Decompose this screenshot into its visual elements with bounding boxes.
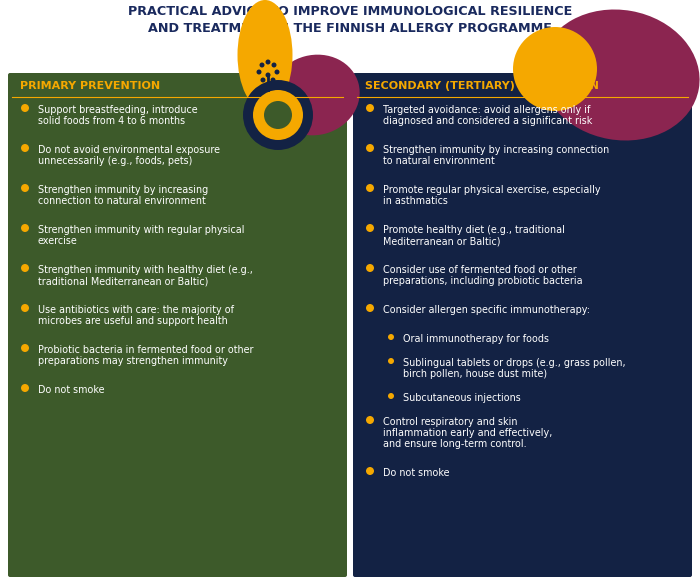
Circle shape: [21, 144, 29, 152]
Circle shape: [264, 101, 292, 129]
Text: Support breastfeeding, introduce: Support breastfeeding, introduce: [38, 105, 197, 115]
Circle shape: [274, 70, 279, 74]
Text: Mediterranean or Baltic): Mediterranean or Baltic): [383, 236, 500, 246]
Circle shape: [366, 467, 374, 475]
Text: Consider allergen specific immunotherapy:: Consider allergen specific immunotherapy…: [383, 305, 590, 315]
Circle shape: [270, 77, 276, 82]
Text: Promote regular physical exercise, especially: Promote regular physical exercise, espec…: [383, 185, 601, 195]
Circle shape: [366, 224, 374, 232]
Circle shape: [366, 304, 374, 312]
Text: diagnosed and considered a significant risk: diagnosed and considered a significant r…: [383, 116, 592, 126]
Text: Consider use of fermented food or other: Consider use of fermented food or other: [383, 265, 577, 275]
Text: Sublingual tablets or drops (e.g., grass pollen,: Sublingual tablets or drops (e.g., grass…: [403, 358, 626, 368]
Text: Do not smoke: Do not smoke: [38, 385, 104, 395]
Text: AND TREATMENT IN THE FINNISH ALLERGY PROGRAMME: AND TREATMENT IN THE FINNISH ALLERGY PRO…: [148, 22, 552, 35]
Text: birch pollen, house dust mite): birch pollen, house dust mite): [403, 369, 547, 379]
Text: preparations may strengthen immunity: preparations may strengthen immunity: [38, 356, 228, 366]
Text: to natural environment: to natural environment: [383, 156, 495, 166]
Circle shape: [366, 264, 374, 272]
Circle shape: [388, 334, 394, 340]
Text: Do not avoid environmental exposure: Do not avoid environmental exposure: [38, 145, 220, 155]
Text: Strengthen immunity by increasing connection: Strengthen immunity by increasing connec…: [383, 145, 609, 155]
Circle shape: [253, 90, 303, 140]
Ellipse shape: [237, 0, 293, 110]
Circle shape: [21, 304, 29, 312]
Ellipse shape: [270, 54, 360, 135]
Circle shape: [21, 104, 29, 112]
Circle shape: [265, 73, 270, 77]
Text: Subcutaneous injections: Subcutaneous injections: [403, 393, 521, 403]
Text: connection to natural environment: connection to natural environment: [38, 196, 206, 206]
Text: Use antibiotics with care: the majority of: Use antibiotics with care: the majority …: [38, 305, 234, 315]
Text: in asthmatics: in asthmatics: [383, 196, 448, 206]
Circle shape: [388, 358, 394, 364]
Circle shape: [366, 184, 374, 192]
Text: Strengthen immunity with regular physical: Strengthen immunity with regular physica…: [38, 225, 244, 235]
Text: Probiotic bacteria in fermented food or other: Probiotic bacteria in fermented food or …: [38, 345, 253, 355]
FancyBboxPatch shape: [8, 73, 347, 577]
Text: Strengthen immunity by increasing: Strengthen immunity by increasing: [38, 185, 209, 195]
Circle shape: [366, 416, 374, 424]
Circle shape: [243, 80, 313, 150]
Text: Strengthen immunity with healthy diet (e.g.,: Strengthen immunity with healthy diet (e…: [38, 265, 253, 275]
Circle shape: [21, 344, 29, 352]
Text: Control respiratory and skin: Control respiratory and skin: [383, 417, 517, 427]
Text: PRIMARY PREVENTION: PRIMARY PREVENTION: [20, 81, 160, 91]
Text: SECONDARY (TERTIARY) PREVENTION: SECONDARY (TERTIARY) PREVENTION: [365, 81, 599, 91]
Circle shape: [21, 264, 29, 272]
Text: inflammation early and effectively,: inflammation early and effectively,: [383, 428, 552, 438]
Circle shape: [260, 77, 265, 82]
Circle shape: [388, 393, 394, 399]
Text: exercise: exercise: [38, 236, 78, 246]
Circle shape: [21, 384, 29, 392]
Circle shape: [256, 70, 262, 74]
Ellipse shape: [540, 9, 699, 140]
Circle shape: [513, 27, 597, 111]
Text: unnecessarily (e.g., foods, pets): unnecessarily (e.g., foods, pets): [38, 156, 192, 166]
Circle shape: [272, 63, 276, 67]
Circle shape: [366, 104, 374, 112]
Text: Do not smoke: Do not smoke: [383, 468, 449, 478]
Text: Oral immunotherapy for foods: Oral immunotherapy for foods: [403, 334, 549, 344]
Circle shape: [265, 60, 270, 64]
Text: solid foods from 4 to 6 months: solid foods from 4 to 6 months: [38, 116, 185, 126]
Circle shape: [21, 184, 29, 192]
Circle shape: [366, 144, 374, 152]
Text: and ensure long-term control.: and ensure long-term control.: [383, 439, 526, 449]
Text: Promote healthy diet (e.g., traditional: Promote healthy diet (e.g., traditional: [383, 225, 565, 235]
Text: traditional Mediterranean or Baltic): traditional Mediterranean or Baltic): [38, 276, 209, 286]
Text: Targeted avoidance: avoid allergens only if: Targeted avoidance: avoid allergens only…: [383, 105, 590, 115]
FancyBboxPatch shape: [353, 73, 692, 577]
Circle shape: [21, 224, 29, 232]
Circle shape: [260, 63, 265, 67]
Text: preparations, including probiotic bacteria: preparations, including probiotic bacter…: [383, 276, 582, 286]
Text: microbes are useful and support health: microbes are useful and support health: [38, 316, 228, 326]
Text: PRACTICAL ADVICE TO IMPROVE IMMUNOLOGICAL RESILIENCE: PRACTICAL ADVICE TO IMPROVE IMMUNOLOGICA…: [128, 5, 572, 18]
